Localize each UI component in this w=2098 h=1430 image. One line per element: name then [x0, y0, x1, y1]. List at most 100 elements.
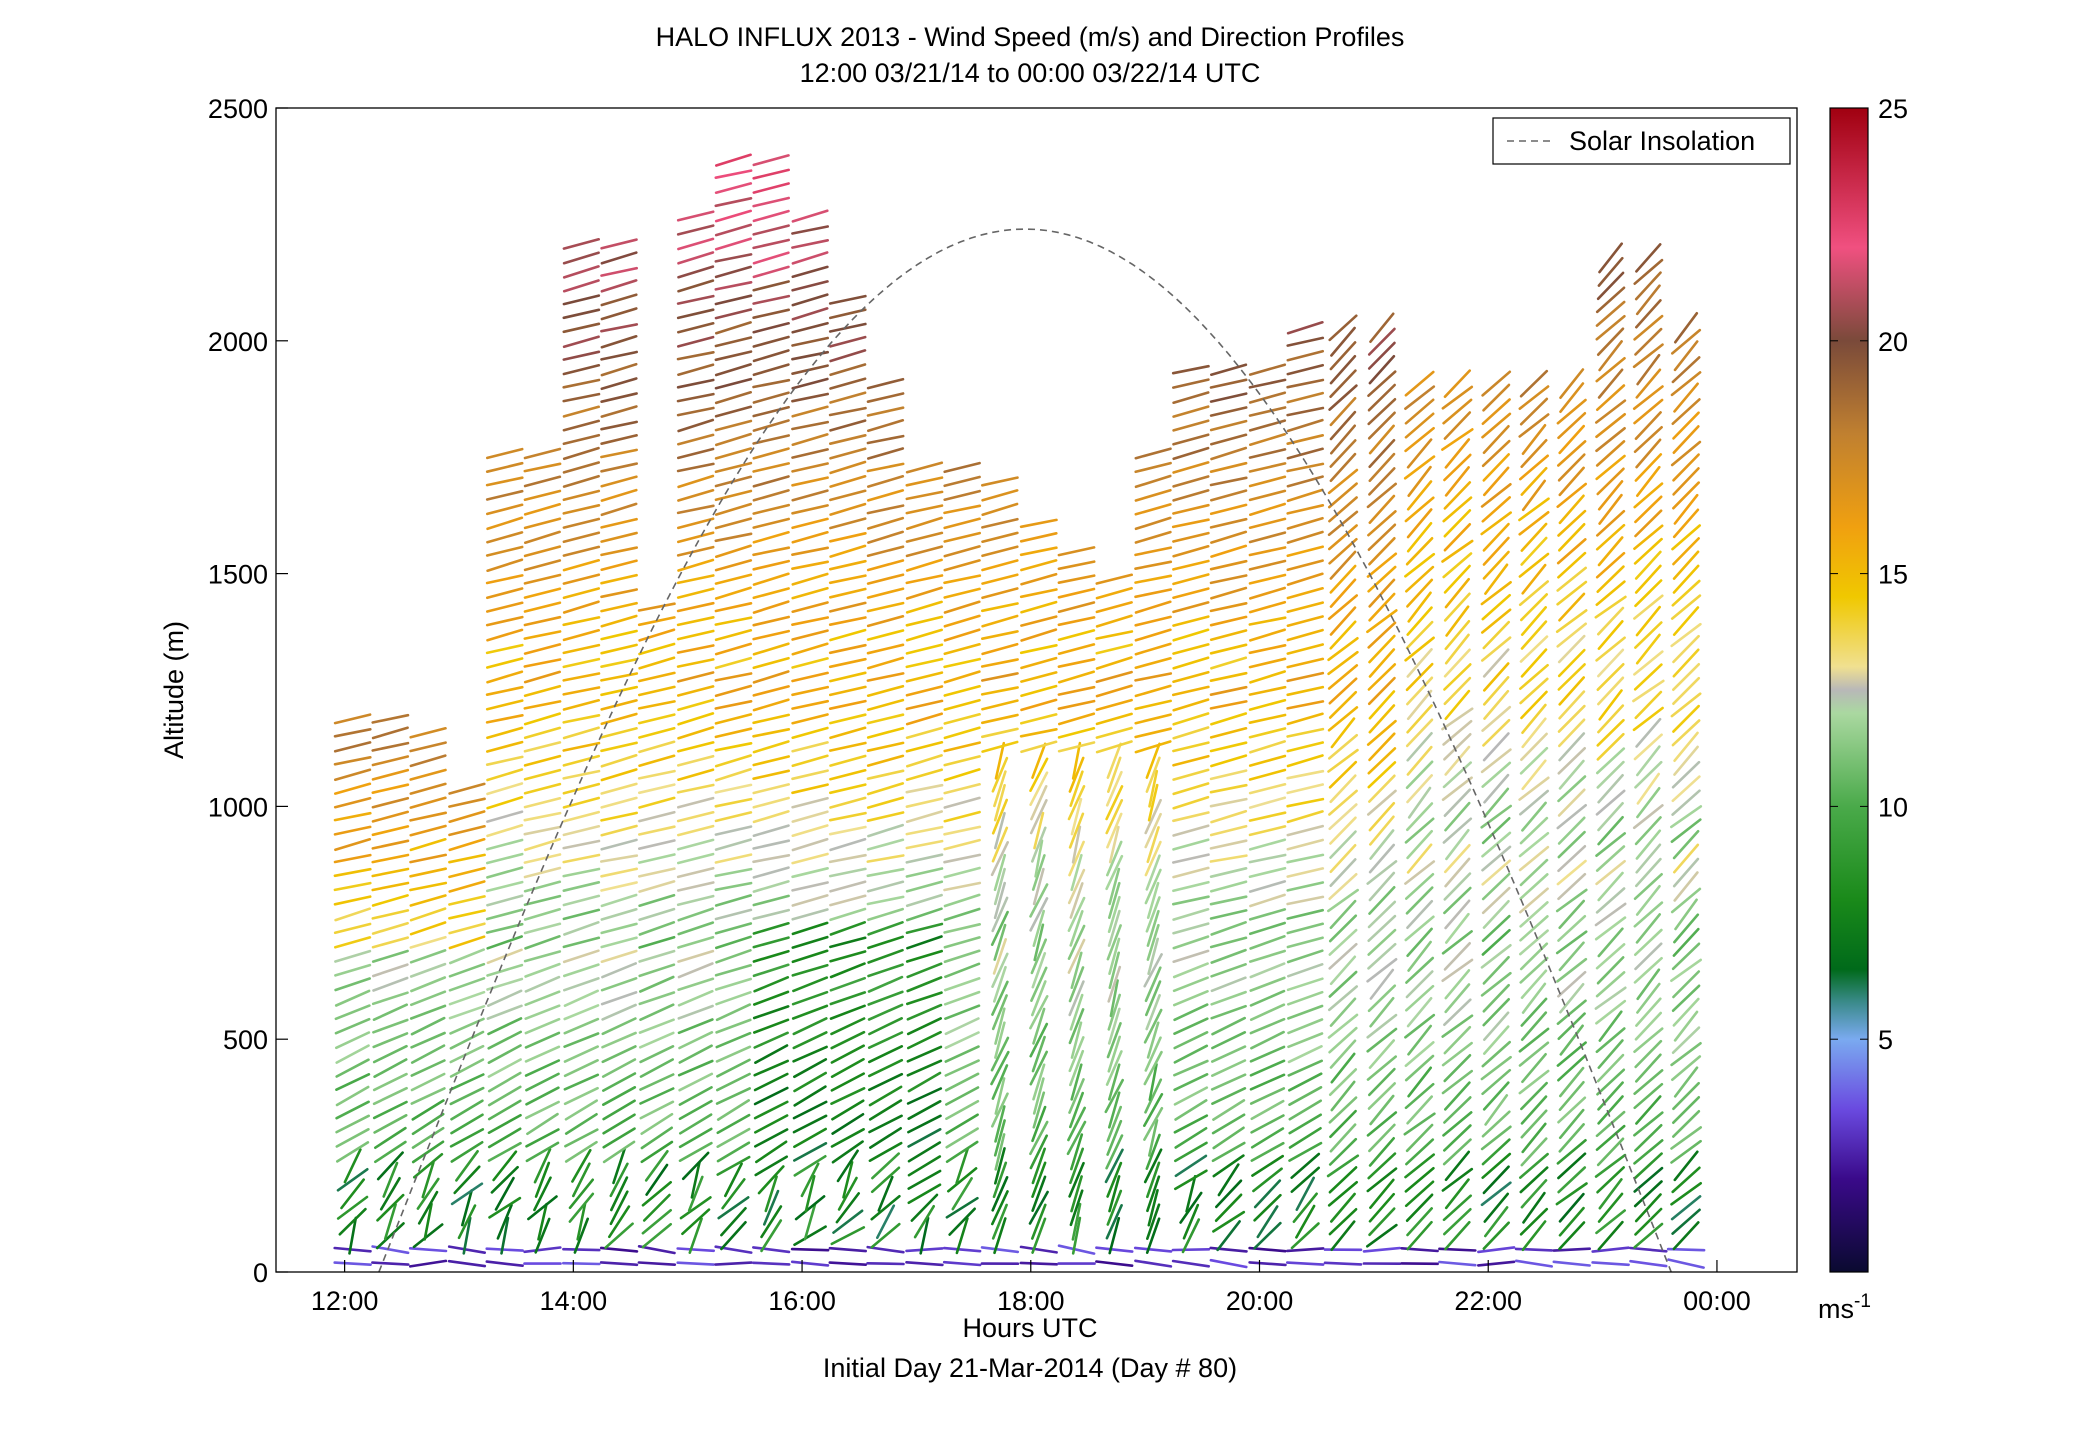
wind-barb	[1597, 386, 1624, 410]
wind-barb	[1636, 300, 1660, 327]
wind-barb	[487, 463, 522, 472]
wind-barb	[1136, 674, 1171, 681]
wind-barb	[679, 476, 713, 487]
wind-barb	[1439, 1262, 1475, 1265]
wind-barb	[1369, 1125, 1394, 1151]
wind-barb	[793, 701, 828, 708]
wind-barb	[716, 618, 751, 625]
wind-barb	[907, 770, 942, 780]
wind-barb	[564, 266, 598, 277]
wind-barb	[678, 394, 713, 401]
wind-barb	[602, 240, 637, 249]
wind-barb	[1330, 679, 1356, 704]
wind-barb	[753, 1263, 789, 1265]
wind-barb	[793, 742, 828, 751]
wind-barb	[451, 1088, 483, 1104]
wind-barb	[1174, 714, 1208, 725]
wind-barb	[716, 519, 751, 528]
wind-barb	[754, 602, 788, 613]
wind-barb	[754, 449, 789, 459]
wind-barb	[982, 673, 1017, 680]
wind-barb	[793, 673, 828, 681]
wind-barb	[868, 490, 903, 500]
wind-barb	[1560, 1223, 1585, 1249]
wind-barb	[1521, 637, 1547, 662]
wind-barb	[1288, 714, 1323, 724]
wind-barb	[792, 548, 827, 555]
wind-barb	[830, 659, 865, 667]
wind-barb	[1136, 504, 1171, 514]
wind-barb	[830, 785, 865, 793]
wind-barb	[1211, 1260, 1246, 1267]
wind-barb	[1558, 1056, 1585, 1080]
wind-barb	[793, 785, 828, 793]
wind-barb	[1637, 984, 1659, 1013]
wind-barb	[1630, 1248, 1666, 1251]
wind-barb	[564, 978, 598, 990]
wind-barb	[1250, 700, 1285, 709]
wind-barb	[1288, 729, 1323, 736]
wind-barb	[945, 519, 980, 528]
wind-barb	[1674, 845, 1698, 872]
wind-barb	[1136, 518, 1170, 529]
wind-barb	[1598, 1139, 1623, 1165]
wind-barb	[678, 646, 713, 653]
wind-barb	[1173, 505, 1208, 513]
wind-barb	[640, 977, 673, 992]
wind-barb	[1022, 658, 1057, 668]
wind-barb	[1521, 818, 1547, 843]
wind-barb	[831, 839, 865, 850]
wind-barb	[1174, 575, 1209, 584]
wind-barb	[678, 868, 713, 877]
wind-barb	[831, 630, 866, 640]
wind-barb	[1636, 511, 1662, 536]
wind-barb	[1288, 897, 1323, 904]
wind-barb	[793, 505, 828, 513]
wind-barb	[907, 895, 941, 906]
wind-barb	[639, 771, 674, 778]
wind-barb	[1482, 1127, 1510, 1149]
wind-barb	[1406, 1155, 1434, 1178]
wind-barb	[1636, 1041, 1661, 1067]
wind-barb	[907, 993, 941, 1004]
wind-barb	[525, 561, 560, 570]
wind-barb	[716, 799, 751, 806]
wind-barb	[755, 1074, 787, 1090]
wind-barb	[1097, 658, 1131, 669]
wind-barb	[716, 785, 751, 793]
wind-barb	[1330, 930, 1356, 955]
wind-barb	[1675, 384, 1698, 412]
wind-barb	[1136, 532, 1171, 542]
wind-barb	[1368, 791, 1395, 815]
wind-barb	[335, 869, 370, 876]
wind-barb	[1674, 455, 1699, 481]
wind-barb	[1174, 728, 1208, 739]
wind-barb	[525, 464, 560, 471]
wind-barb	[1522, 803, 1545, 831]
wind-barb	[1022, 574, 1057, 584]
wind-barb	[1330, 692, 1356, 717]
wind-barb	[528, 1197, 556, 1220]
colorbar-tick-label: 5	[1878, 1025, 1893, 1055]
wind-barb	[1559, 846, 1585, 871]
wind-barb	[1482, 610, 1510, 633]
wind-barb	[1559, 1098, 1585, 1123]
wind-barb	[1250, 504, 1284, 515]
wind-barb	[564, 855, 599, 862]
wind-barb	[908, 978, 941, 992]
wind-barb	[1250, 365, 1285, 375]
wind-barb	[1520, 931, 1547, 955]
wind-barb	[1329, 791, 1356, 815]
wind-barb	[1329, 498, 1356, 522]
wind-barb	[1330, 1111, 1355, 1137]
wind-barb	[945, 602, 979, 613]
wind-barb	[1560, 1068, 1583, 1096]
wind-barb	[488, 518, 522, 529]
wind-barb	[1097, 632, 1132, 639]
wind-barb	[716, 855, 751, 863]
wind-barb	[525, 909, 560, 919]
wind-barb	[564, 394, 599, 401]
wind-barb	[335, 784, 370, 794]
wind-barb	[1444, 1097, 1470, 1122]
wind-barb	[716, 729, 751, 737]
